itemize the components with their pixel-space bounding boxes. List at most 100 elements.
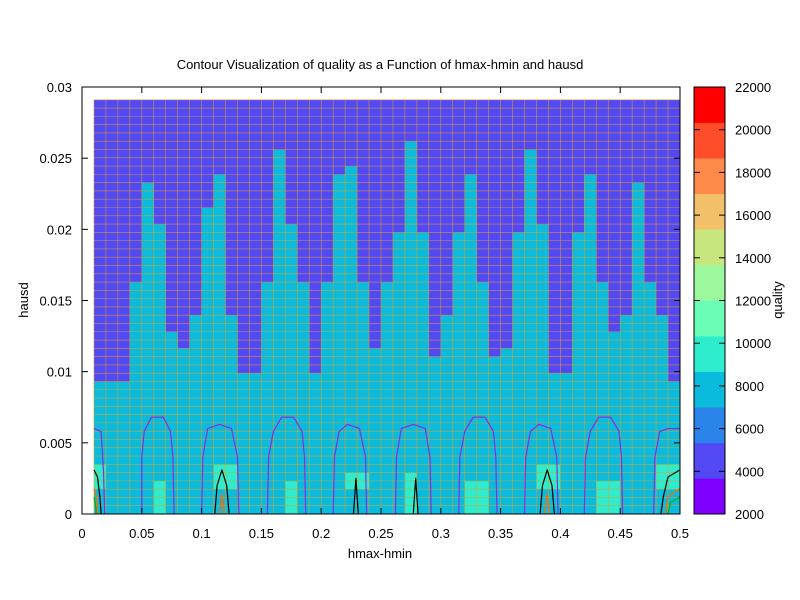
heatmap-cell (656, 364, 669, 374)
heatmap-cell (357, 240, 370, 250)
heatmap-cell (297, 406, 310, 415)
heatmap-cell (416, 273, 430, 283)
heatmap-cell (476, 398, 489, 407)
heatmap-cell (452, 232, 466, 241)
heatmap-cell (345, 182, 358, 192)
heatmap-cell (93, 406, 107, 415)
heatmap-cell (656, 298, 669, 308)
heatmap-cell (620, 99, 633, 109)
heatmap-cell (237, 199, 250, 208)
heatmap-cell (357, 232, 370, 241)
heatmap-cell (596, 265, 609, 275)
heatmap-cell (608, 248, 621, 258)
heatmap-cell (500, 497, 513, 507)
heatmap-cell (632, 406, 645, 415)
heatmap-cell (141, 431, 155, 440)
heatmap-cell (225, 215, 238, 225)
heatmap-cell (620, 315, 633, 324)
contour-line (394, 423, 432, 515)
heatmap-cell (237, 505, 250, 515)
heatmap-cell (596, 141, 609, 150)
heatmap-cell (261, 290, 274, 299)
heatmap-cell (596, 199, 609, 208)
heatmap-cell (428, 447, 442, 457)
heatmap-cell (632, 108, 645, 117)
heatmap-cell (357, 157, 370, 167)
heatmap-cell (117, 406, 131, 415)
heatmap-cell (608, 422, 621, 432)
heatmap-cell (548, 480, 561, 490)
heatmap-cell (153, 364, 167, 374)
heatmap-cell (345, 190, 358, 200)
heatmap-cell (357, 190, 370, 200)
heatmap-cell (249, 381, 262, 391)
heatmap-cell (153, 273, 167, 283)
heatmap-cell (632, 389, 645, 399)
heatmap-cell (620, 381, 633, 391)
heatmap-cell (392, 456, 406, 465)
heatmap-cell (297, 414, 310, 424)
heatmap-cell (452, 447, 466, 457)
heatmap-cell (632, 306, 645, 316)
heatmap-cell (165, 108, 178, 117)
heatmap-cell (608, 141, 621, 150)
heatmap-cell (644, 207, 657, 217)
heatmap-cell (333, 182, 346, 192)
heatmap-cell (381, 472, 394, 482)
heatmap-cell (644, 166, 657, 175)
heatmap-cell (213, 273, 226, 283)
heatmap-cell (381, 282, 394, 291)
heatmap-cell (285, 306, 298, 316)
heatmap-cell (620, 166, 633, 175)
heatmap-cell (309, 306, 322, 316)
heatmap-cell (632, 132, 645, 142)
heatmap-cell (500, 182, 513, 192)
heatmap-cell (548, 282, 561, 291)
heatmap-cell (93, 99, 107, 109)
heatmap-cell (512, 149, 525, 159)
heatmap-cell (656, 132, 669, 142)
heatmap-cell (524, 464, 537, 473)
heatmap-cell (488, 340, 501, 349)
heatmap-cell (177, 340, 190, 349)
heatmap-cell (201, 290, 214, 299)
heatmap-cell (153, 472, 167, 482)
heatmap-cell (476, 273, 489, 283)
heatmap-cell (141, 447, 155, 457)
heatmap-cell (452, 373, 466, 382)
heatmap-cell (488, 232, 501, 241)
heatmap-cell (668, 489, 681, 498)
heatmap-cell (608, 331, 621, 341)
heatmap-cell (129, 282, 143, 291)
heatmap-cell (297, 323, 310, 333)
heatmap-cell (321, 315, 334, 324)
heatmap-cell (464, 489, 477, 498)
heatmap-cell (345, 398, 358, 407)
heatmap-cell (297, 207, 310, 217)
heatmap-cell (548, 340, 561, 349)
heatmap-cell (404, 240, 418, 250)
heatmap-cell (428, 464, 442, 473)
heatmap-cell (452, 414, 466, 424)
heatmap-cell (512, 232, 525, 241)
heatmap-cell (428, 414, 442, 424)
heatmap-cell (261, 273, 274, 283)
heatmap-cell (297, 505, 310, 515)
heatmap-cell (153, 464, 167, 473)
heatmap-cell (105, 331, 119, 341)
heatmap-cell (500, 132, 513, 142)
heatmap-cell (608, 149, 621, 159)
heatmap-cell (213, 282, 226, 291)
heatmap-cell (584, 414, 597, 424)
heatmap-cell (225, 323, 238, 333)
heatmap-cell (309, 439, 322, 449)
heatmap-cell (237, 315, 250, 324)
heatmap-cell (584, 389, 597, 399)
heatmap-cell (237, 381, 250, 391)
heatmap-cell (476, 232, 489, 241)
heatmap-cell (177, 132, 190, 142)
heatmap-cell (464, 414, 477, 424)
heatmap-cell (369, 447, 382, 457)
heatmap-cell (249, 364, 262, 374)
